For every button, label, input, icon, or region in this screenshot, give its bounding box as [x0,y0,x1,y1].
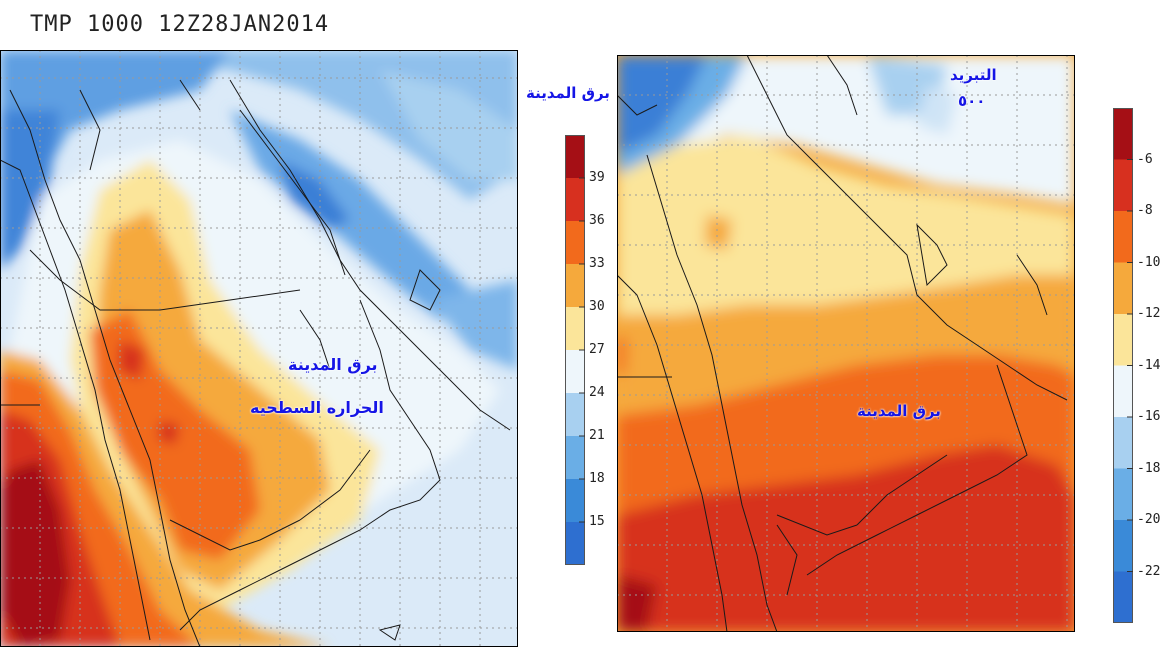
left-colorbar: 39 36 33 30 27 24 21 18 15 [565,135,625,566]
left-map-svg [0,50,518,647]
right-colorbar-tick-label: -20 [1137,512,1161,527]
right-colorbar-swatch [1113,314,1133,366]
left-colorbar-swatch [565,393,585,437]
right-colorbar-tick-label: -14 [1137,357,1161,373]
right-colorbar-swatch [1113,417,1133,469]
left-colorbar-swatch [565,436,585,480]
right-colorbar-swatch [1113,262,1133,315]
left-colorbar-tick-label: 33 [589,256,605,271]
right-colorbar-tick-label: -10 [1137,254,1161,270]
right-label-city-top: برق المدينة [526,84,610,102]
right-colorbar-swatches [1113,108,1133,624]
right-label-cooling: التبريد [950,66,997,84]
right-colorbar-tick-label: -18 [1137,460,1161,476]
right-map-svg [617,55,1075,632]
left-colorbar-swatch [565,479,585,523]
right-colorbar-swatch [1113,211,1133,263]
left-colorbar-tick-label: 30 [589,299,605,314]
right-colorbar-swatch [1113,468,1133,521]
right-colorbar-tick-label: -6 [1137,151,1153,167]
left-label-surface-temperature: الحراره السطحيه [250,398,384,417]
left-colorbar-swatch [565,350,585,394]
right-colorbar-tick-label: -12 [1137,306,1161,321]
left-colorbar-tick-label: 27 [589,342,605,357]
left-colorbar-swatch [565,307,585,351]
right-colorbar-swatch [1113,365,1133,418]
left-colorbar-swatch [565,178,585,222]
right-colorbar-swatch [1113,108,1133,160]
left-colorbar-swatch [565,264,585,308]
right-colorbar-swatch [1113,520,1133,572]
left-colorbar-tick-label: 15 [589,514,605,529]
right-temperature-map [617,55,1075,632]
map-title: TMP 1000 12Z28JAN2014 [30,12,330,37]
right-label-city-center: برق المدينة [857,402,941,420]
left-colorbar-tick-label: 39 [589,170,605,185]
left-colorbar-tick-label: 24 [589,385,605,400]
right-colorbar-swatch [1113,159,1133,212]
right-colorbar-tick-label: -22 [1137,563,1161,579]
right-colorbar-tick-label: -16 [1137,409,1161,424]
left-colorbar-swatch [565,135,585,179]
left-colorbar-swatch [565,522,585,566]
right-colorbar: -6 -8 -10 -12 -14 -16 -18 -20 -22 [1113,108,1173,624]
left-colorbar-tick-label: 21 [589,428,605,443]
left-colorbar-swatches [565,135,585,566]
right-colorbar-swatch [1113,571,1133,624]
left-colorbar-tick-label: 18 [589,471,605,486]
left-temperature-map [0,50,518,647]
left-colorbar-tick-label: 36 [589,213,605,228]
left-label-city: برق المدينة [288,355,378,374]
right-label-level: ٥٠٠ [958,92,986,110]
left-colorbar-swatch [565,221,585,265]
right-colorbar-tick-label: -8 [1137,203,1153,218]
